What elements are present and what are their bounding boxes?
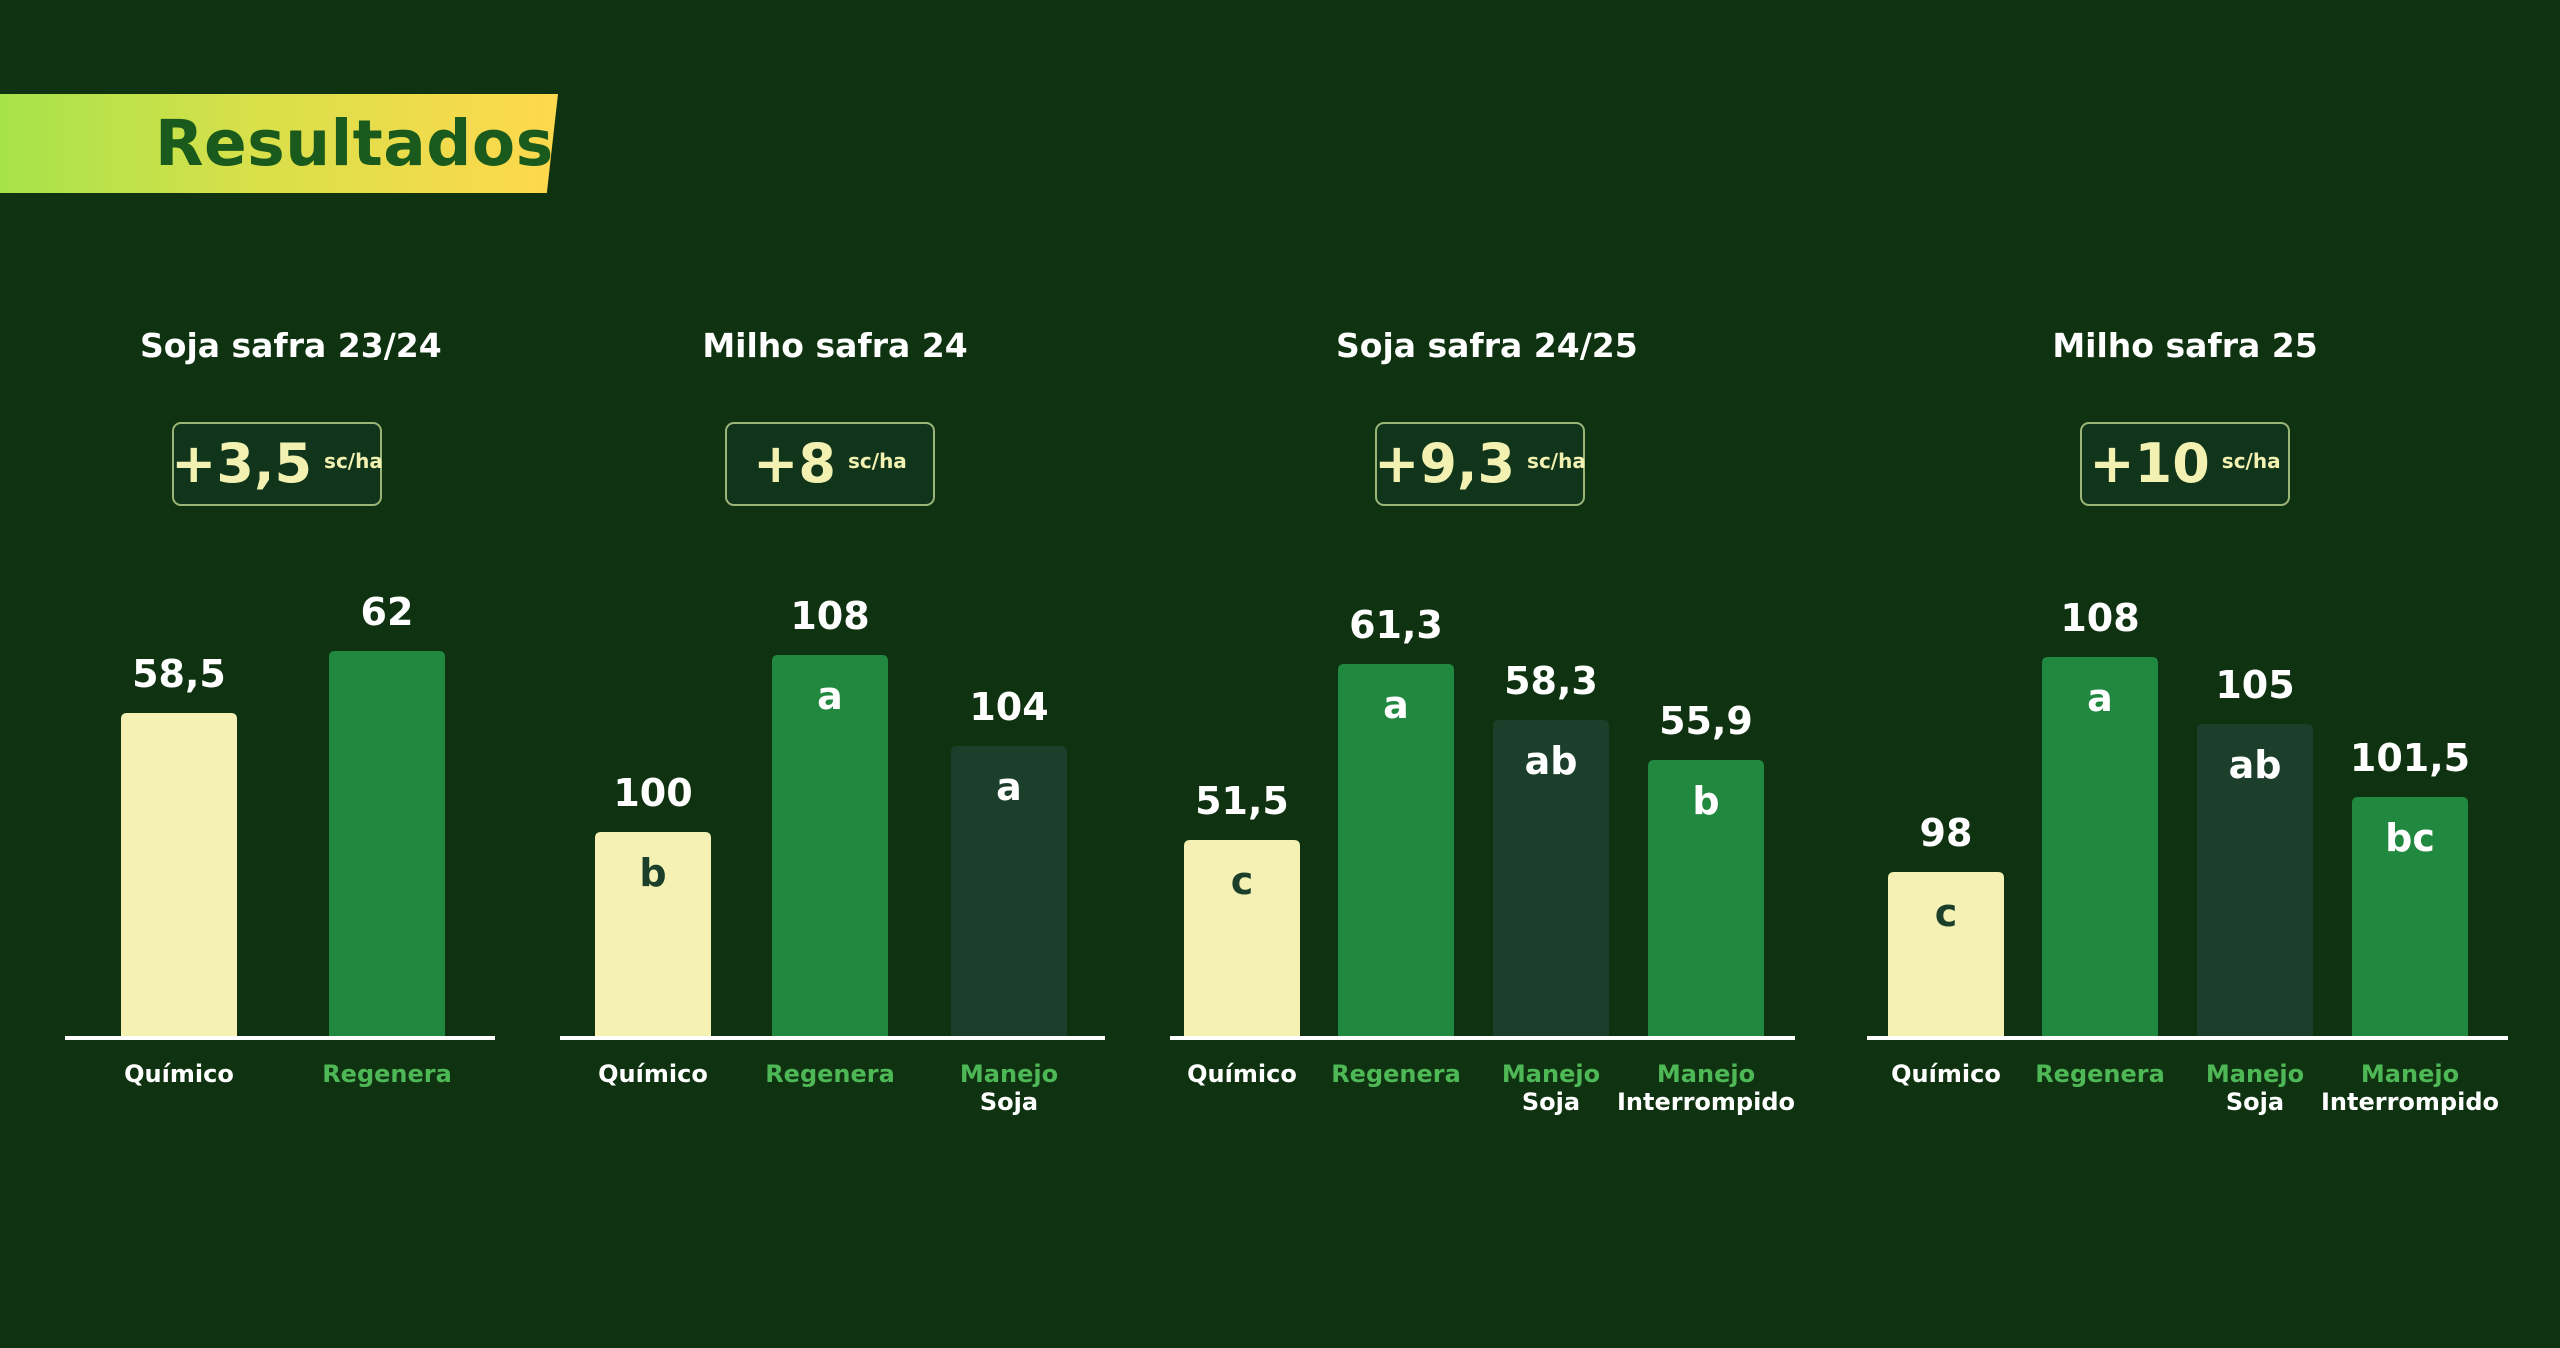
category-label: Químico <box>1187 1060 1297 1088</box>
bar <box>2197 724 2313 1037</box>
category-label: Químico <box>598 1060 708 1088</box>
category-label: Manejo <box>2206 1060 2304 1088</box>
category-label: Químico <box>1891 1060 2001 1088</box>
gain-badge-milho-24: +8 sc/ha <box>725 422 935 506</box>
significance-letter: b <box>639 851 666 895</box>
gain-unit: sc/ha <box>2221 449 2281 473</box>
category-label: Químico <box>124 1060 234 1088</box>
category-label: Regenera <box>1331 1060 1461 1088</box>
page-title: Resultados <box>155 107 554 180</box>
significance-letter: ab <box>1525 739 1578 783</box>
category-label-line2: Interrompido <box>1617 1088 1795 1116</box>
bar-value-label: 108 <box>790 594 869 638</box>
bar-value-label: 51,5 <box>1195 779 1289 823</box>
bar <box>772 655 888 1037</box>
gain-badge-soja-2425: +9,3 sc/ha <box>1374 422 1586 506</box>
category-label: Regenera <box>765 1060 895 1088</box>
gain-value: +10 <box>2089 432 2210 495</box>
gain-value: +8 <box>753 432 836 495</box>
panel-title-milho-25: Milho safra 25 <box>2052 326 2318 365</box>
significance-letter: c <box>1935 891 1958 935</box>
significance-letter: a <box>2087 676 2113 720</box>
panel-title-soja-2425: Soja safra 24/25 <box>1336 326 1638 365</box>
gain-unit: sc/ha <box>1527 449 1586 473</box>
significance-letter: a <box>996 765 1022 809</box>
category-label: Regenera <box>322 1060 452 1088</box>
bar-value-label: 98 <box>1920 811 1973 855</box>
category-label-line2: Soja <box>980 1088 1038 1116</box>
significance-letter: ab <box>2229 743 2282 787</box>
panel-title-soja-2324: Soja safra 23/24 <box>140 326 442 365</box>
bar-value-label: 61,3 <box>1349 603 1443 647</box>
bar-value-label: 62 <box>361 590 414 634</box>
gain-unit: sc/ha <box>848 449 907 473</box>
bar <box>121 713 237 1037</box>
bar <box>1184 840 1300 1037</box>
bar-value-label: 101,5 <box>2350 736 2470 780</box>
bar-value-label: 55,9 <box>1659 699 1753 743</box>
category-label: Regenera <box>2035 1060 2165 1088</box>
significance-letter: a <box>817 674 843 718</box>
bar <box>2042 657 2158 1037</box>
gain-unit: sc/ha <box>324 449 383 473</box>
gain-badge-milho-25: +10 sc/ha <box>2080 422 2290 506</box>
bar <box>951 746 1067 1037</box>
category-label-line2: Soja <box>1522 1088 1580 1116</box>
bar <box>1648 760 1764 1037</box>
category-label-line2: Interrompido <box>2321 1088 2499 1116</box>
category-label-line2: Soja <box>2226 1088 2284 1116</box>
bar-value-label: 58,3 <box>1504 659 1598 703</box>
bar <box>2352 797 2468 1037</box>
bar-value-label: 58,5 <box>132 652 226 696</box>
gain-value: +3,5 <box>171 432 313 495</box>
gain-badge-soja-2324: +3,5 sc/ha <box>171 422 383 506</box>
significance-letter: c <box>1231 859 1254 903</box>
category-label: Manejo <box>1502 1060 1600 1088</box>
bar-value-label: 105 <box>2215 663 2294 707</box>
bar-value-label: 100 <box>613 771 692 815</box>
bar <box>329 651 445 1037</box>
bar <box>1338 664 1454 1037</box>
bar-value-label: 108 <box>2060 596 2139 640</box>
gain-value: +9,3 <box>1374 432 1516 495</box>
bar <box>1888 872 2004 1037</box>
significance-letter: b <box>1692 779 1719 823</box>
panel-title-milho-24: Milho safra 24 <box>702 326 968 365</box>
significance-letter: a <box>1383 683 1409 727</box>
category-label: Manejo <box>2361 1060 2459 1088</box>
category-label: Manejo <box>960 1060 1058 1088</box>
bar <box>595 832 711 1037</box>
bar <box>1493 720 1609 1037</box>
significance-letter: bc <box>2385 816 2435 860</box>
bar-value-label: 104 <box>969 685 1048 729</box>
title-banner <box>0 94 558 193</box>
category-label: Manejo <box>1657 1060 1755 1088</box>
